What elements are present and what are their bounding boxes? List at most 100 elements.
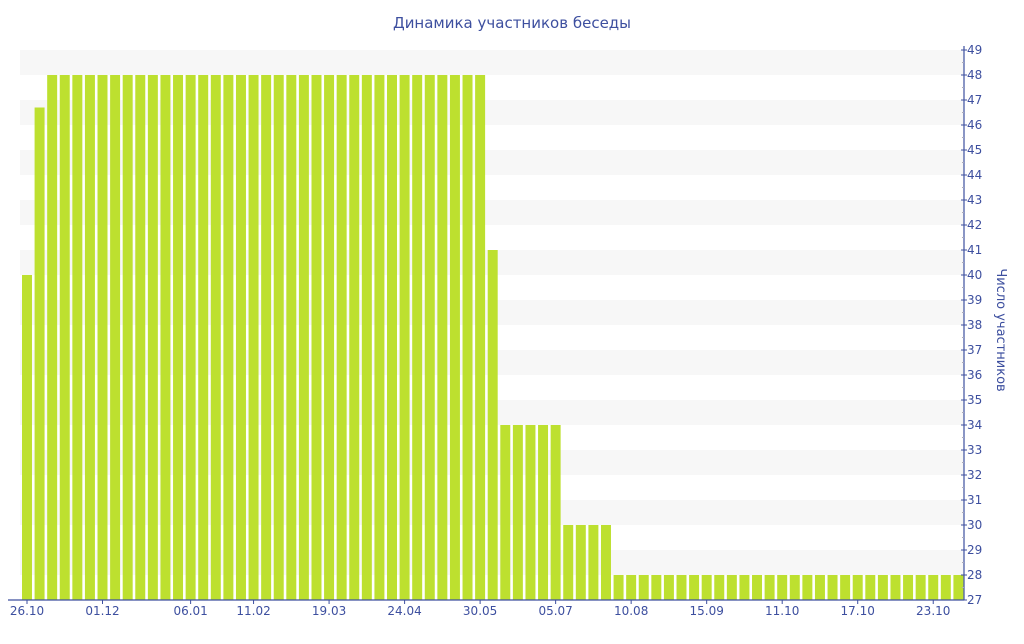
y-tick-label: 34: [967, 418, 982, 432]
bar: [235, 75, 246, 600]
y-tick-label: 40: [967, 268, 982, 282]
bar: [726, 575, 737, 600]
y-tick-label: 35: [967, 393, 982, 407]
bar: [147, 75, 158, 600]
bar: [739, 575, 750, 600]
bar: [575, 525, 586, 600]
x-tick-label: 19.03: [312, 604, 346, 618]
bar: [814, 575, 825, 600]
x-tick-label: 11.10: [765, 604, 799, 618]
bar: [387, 75, 397, 600]
bar: [953, 575, 964, 600]
y-tick-label: 49: [967, 43, 982, 57]
bar: [210, 75, 221, 600]
bar: [361, 75, 372, 600]
bar: [651, 575, 662, 600]
bar: [475, 75, 486, 600]
bar: [198, 75, 209, 600]
bar: [261, 75, 272, 600]
y-tick-label: 47: [967, 93, 982, 107]
y-tick-label: 33: [967, 443, 982, 457]
bar: [135, 75, 146, 600]
bar: [714, 575, 725, 600]
y-axis: 27 28 29 30 31 32 33 34 35 36 37 38 39 40 41 42 43 44 45 46…: [961, 43, 982, 607]
y-tick-label: 39: [967, 293, 982, 307]
bar: [122, 75, 133, 600]
bar: [185, 75, 196, 600]
grid-band: [20, 50, 964, 75]
y-tick-label: 38: [967, 318, 982, 332]
y-tick-label: 43: [967, 193, 982, 207]
x-tick-label: 26.10: [10, 604, 44, 618]
y-tick-label: 45: [967, 143, 982, 157]
bar: [663, 575, 674, 600]
bar: [928, 575, 939, 600]
bar: [764, 575, 775, 600]
bar: [877, 575, 888, 600]
bar: [525, 425, 536, 600]
bar: [449, 75, 460, 600]
bar: [298, 75, 309, 600]
bar: [915, 575, 926, 600]
x-tick-label: 05.07: [538, 604, 572, 618]
bar: [286, 75, 297, 600]
y-tick-label: 28: [967, 568, 982, 582]
y-tick-label: 30: [967, 518, 982, 532]
bar: [248, 75, 259, 600]
bar: [852, 575, 863, 600]
bar: [424, 75, 435, 600]
bar: [550, 425, 561, 600]
x-tick-label: 17.10: [841, 604, 875, 618]
bar: [789, 575, 800, 600]
bar: [223, 75, 234, 600]
y-tick-label: 31: [967, 493, 982, 507]
bar: [827, 575, 838, 600]
bar: [160, 75, 171, 600]
bar: [777, 575, 788, 600]
bar: [173, 75, 184, 600]
bar: [110, 75, 121, 600]
x-tick-label: 01.12: [85, 604, 119, 618]
x-tick-label: 15.09: [689, 604, 723, 618]
x-tick-label: 24.04: [387, 604, 421, 618]
bar: [47, 75, 58, 600]
bar: [538, 425, 549, 600]
bar: [512, 425, 523, 600]
bar: [903, 575, 914, 600]
bar: [349, 75, 360, 600]
bar: [311, 75, 322, 600]
bar: [626, 575, 637, 600]
bar: [689, 575, 700, 600]
y-tick-label: 32: [967, 468, 982, 482]
y-tick-label: 48: [967, 68, 982, 82]
x-axis: 26.10 01.12 06.01 11.02 19.03 24.04 30.05 05.07…: [8, 599, 964, 618]
bar: [34, 107, 45, 600]
bar: [500, 425, 511, 600]
x-tick-label: 11.02: [236, 604, 270, 618]
bar: [701, 575, 712, 600]
bar: [676, 575, 687, 600]
bar: [59, 75, 70, 600]
x-tick-label: 10.08: [614, 604, 648, 618]
x-tick-label: 23.10: [916, 604, 950, 618]
bar: [752, 575, 763, 600]
bar: [84, 75, 95, 600]
bar: [600, 525, 611, 600]
bar: [563, 525, 574, 600]
bar: [97, 75, 108, 600]
y-tick-label: 41: [967, 243, 982, 257]
y-tick-label: 29: [967, 543, 982, 557]
bar: [802, 575, 813, 600]
y-tick-label: 37: [967, 343, 982, 357]
bar: [72, 75, 83, 600]
y-tick-label: 36: [967, 368, 982, 382]
bar: [374, 75, 385, 600]
x-tick-label: 30.05: [463, 604, 497, 618]
chart-title: Динамика участников беседы: [393, 14, 631, 32]
bar: [324, 75, 335, 600]
bar: [588, 525, 599, 600]
y-tick-label: 42: [967, 218, 982, 232]
bar: [890, 575, 901, 600]
bar: [840, 575, 851, 600]
